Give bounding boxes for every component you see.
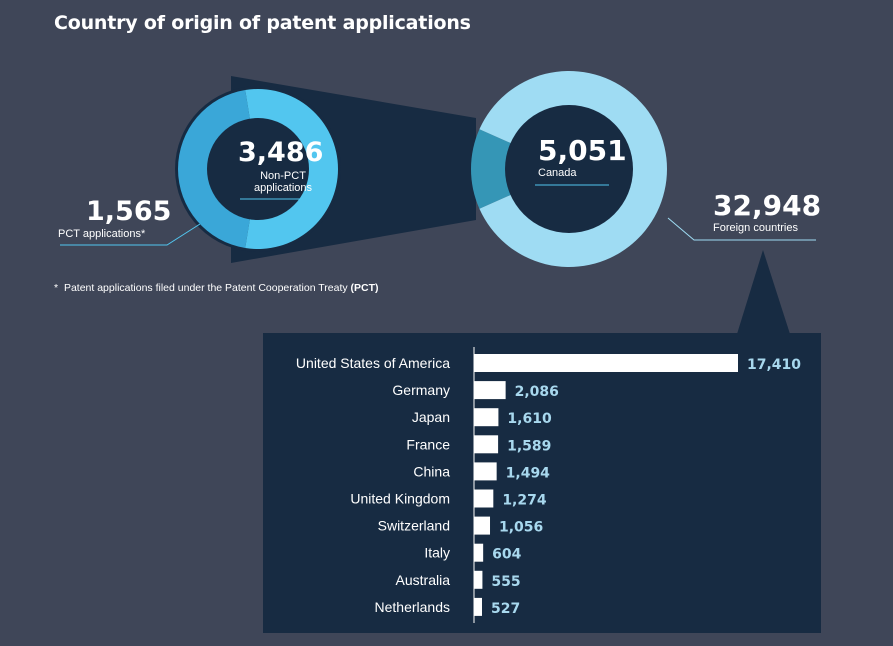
bar-category-label: France	[406, 436, 450, 452]
non-pct-label-line2: applications	[253, 182, 313, 194]
bar-value-label: 1,589	[507, 438, 551, 454]
bar-value-label: 1,494	[506, 465, 551, 481]
bar-category-label: Switzerland	[378, 518, 450, 534]
bar	[474, 408, 499, 427]
bar	[474, 354, 738, 372]
footnote-bold: (PCT)	[350, 282, 379, 294]
page-title: Country of origin of patent applications	[54, 12, 471, 34]
foreign-value: 32,948	[713, 189, 822, 222]
bar-category-label: Italy	[424, 545, 450, 561]
footnote-text: Patent applications filed under the Pate…	[63, 282, 348, 294]
canada-label: Canada	[538, 167, 577, 179]
bar-value-label: 1,274	[502, 493, 547, 509]
bar-category-label: Japan	[412, 409, 450, 425]
country-bar-chart: United States of America 17,410 Germany 2,0…	[296, 347, 801, 623]
bar-value-label: 604	[492, 547, 521, 563]
bar-category-label: Germany	[392, 382, 450, 398]
pct-leader-line	[60, 223, 201, 246]
bar	[474, 435, 499, 454]
bar	[474, 543, 484, 562]
bar-value-label: 17,410	[747, 357, 801, 373]
bar	[474, 516, 491, 535]
bar-category-label: United Kingdom	[350, 491, 450, 507]
bar	[474, 381, 506, 400]
footnote: * Patent applications filed under the Pa…	[54, 282, 379, 294]
non-pct-label-line1: Non-PCT	[260, 170, 306, 182]
bar-value-label: 527	[491, 601, 520, 617]
non-pct-value: 3,486	[238, 137, 324, 168]
country-bar-panel: United States of America 17,410 Germany 2,0…	[263, 333, 821, 633]
bar	[474, 570, 483, 589]
bar-category-label: Netherlands	[375, 599, 451, 615]
footnote-marker: *	[54, 282, 59, 294]
bar-category-label: Australia	[396, 572, 451, 588]
bar-value-label: 1,056	[499, 520, 543, 536]
panel-pointer	[737, 250, 790, 334]
bar	[474, 489, 494, 508]
bar-category-label: United States of America	[296, 355, 450, 371]
bar	[474, 597, 482, 616]
bar-value-label: 2,086	[515, 384, 559, 400]
left-donut-hole	[207, 118, 309, 220]
foreign-leader-line	[667, 217, 816, 241]
bar-category-label: China	[413, 463, 450, 479]
foreign-label: Foreign countries	[713, 222, 798, 234]
bar-value-label: 555	[491, 574, 520, 590]
right-donut-hole	[505, 105, 633, 233]
pct-value: 1,565	[86, 196, 172, 227]
bar	[474, 462, 497, 481]
canada-value: 5,051	[538, 134, 627, 167]
bar-value-label: 1,610	[507, 411, 552, 427]
pct-label: PCT applications*	[58, 228, 146, 240]
